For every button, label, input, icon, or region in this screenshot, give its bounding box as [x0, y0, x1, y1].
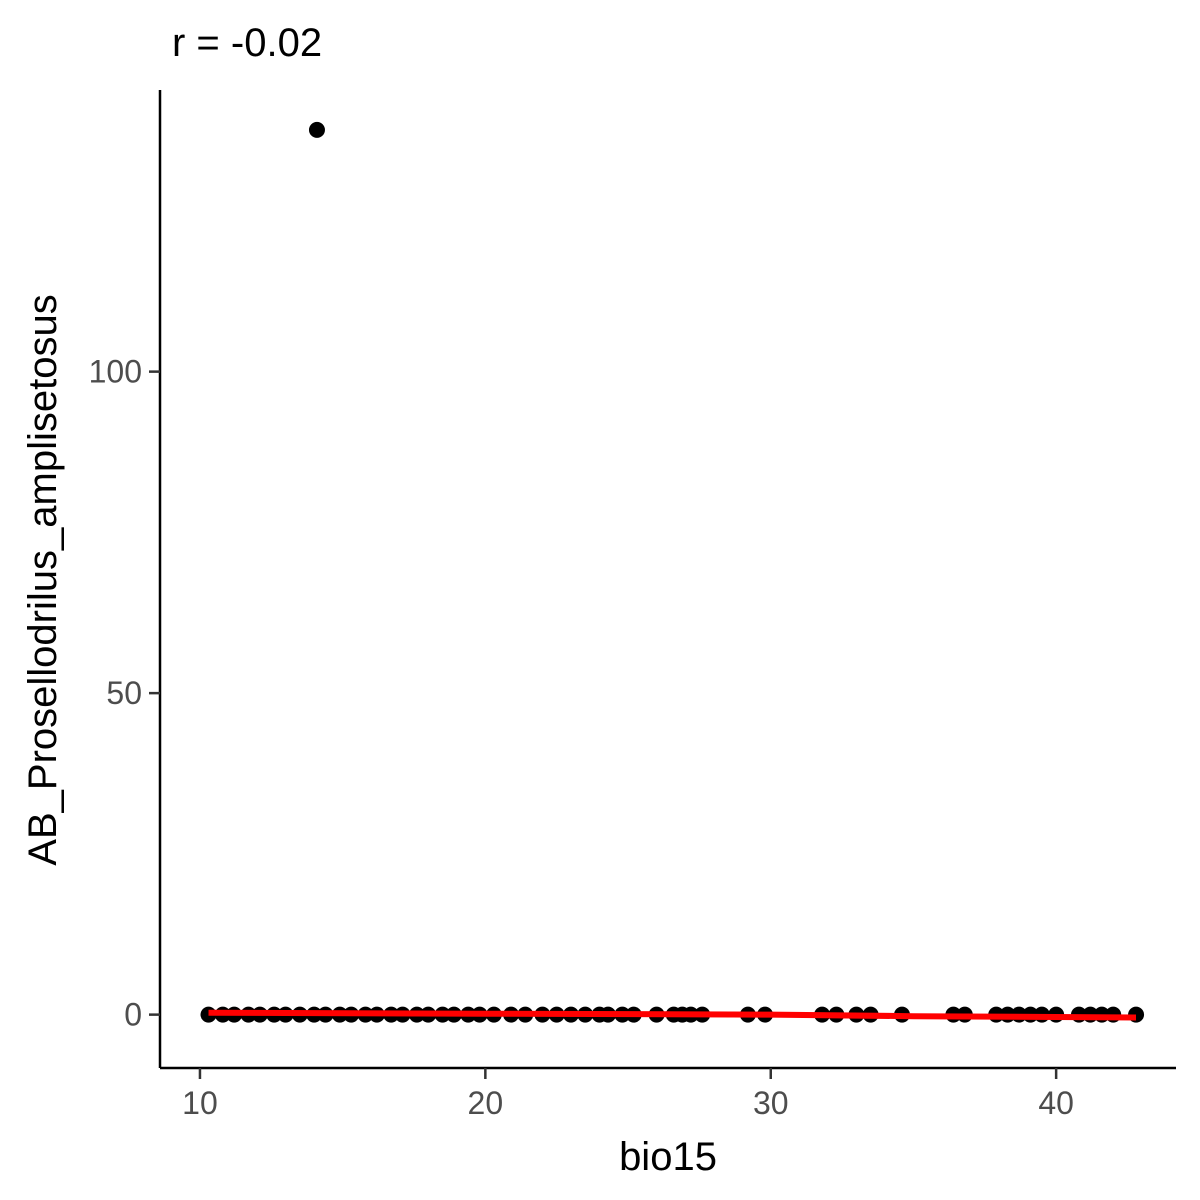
x-tick-label: 20 [468, 1085, 504, 1121]
plot-area [200, 121, 1145, 1023]
y-axis: 0 50 100 [89, 90, 162, 1068]
fit-line [208, 1009, 1137, 1021]
x-axis-label: bio15 [619, 1135, 717, 1179]
y-tick-label: 100 [89, 354, 142, 390]
y-tick-label: 0 [124, 997, 142, 1033]
y-tick-label: 50 [106, 675, 142, 711]
x-axis: 10 20 30 40 [160, 1066, 1176, 1121]
x-tick-label: 30 [753, 1085, 789, 1121]
x-tick-label: 10 [182, 1085, 218, 1121]
y-axis-label: AB_Prosellodrilus_amplisetosus [21, 294, 65, 865]
x-tick-label: 40 [1038, 1085, 1074, 1121]
data-point [308, 121, 325, 138]
chart-title: r = -0.02 [172, 21, 322, 65]
